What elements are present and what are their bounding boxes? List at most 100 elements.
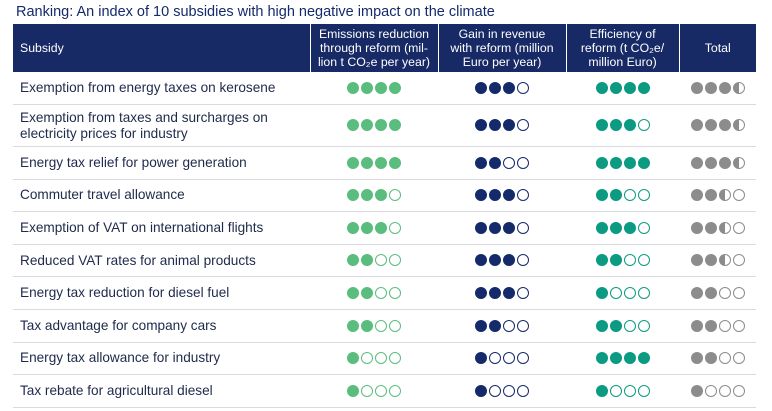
total-rating [690,287,745,300]
rating-dot-full [347,254,359,267]
rating-dot-full [389,156,401,169]
efficiency-rating-cell [566,309,679,343]
total-rating-cell [679,309,756,343]
header-emissions: Emissions reduction through reform (mil-… [309,24,438,72]
header-revenue-line: Euro per year) [462,55,542,69]
rating-dot-full [690,384,703,397]
rating-dot-empty [732,189,745,202]
rating-dot-full [475,189,487,202]
efficiency-rating-cell [566,211,679,245]
rating-dot-full [347,384,359,397]
rating-dot-half [718,254,731,267]
rating-dot-empty [389,352,401,365]
emissions-rating [347,81,401,94]
rating-dot-full [690,319,703,332]
rating-dot-full [704,156,717,169]
header-efficiency-line: million Euro) [588,55,657,69]
revenue-rating [475,287,529,300]
rating-dot-empty [517,119,529,132]
efficiency-rating-cell [566,276,679,311]
rating-dot-empty [732,254,745,267]
table-row: Tax rebate for agricultural diesel [13,374,756,408]
efficiency-rating-cell [566,374,679,408]
rating-dot-empty [375,287,387,300]
header-subsidy: Subsidy [13,24,310,72]
rating-dot-full [623,81,636,94]
efficiency-rating-cell [566,146,679,180]
emissions-rating [347,119,401,132]
rating-dot-empty [503,156,515,169]
rating-dot-full [375,156,387,169]
rating-dot-half [718,221,731,234]
rating-dot-empty [389,221,401,234]
emissions-rating-cell [310,146,438,180]
header-efficiency: Efficiency of reform (t CO₂e/ million Eu… [565,24,679,72]
rating-dot-full [361,119,373,132]
rating-dot-full [347,287,359,300]
rating-dot-empty [361,384,373,397]
total-rating [690,189,745,202]
header-efficiency-line: Efficiency of [589,27,656,41]
rating-dot-full [503,254,515,267]
rating-dot-empty [732,384,745,397]
rating-dot-full [361,189,373,202]
rating-dot-full [347,81,359,94]
rating-dot-full [475,319,487,332]
rating-dot-empty [623,319,636,332]
rating-dot-empty [623,384,636,397]
rating-dot-empty [389,287,401,300]
rating-dot-full [347,156,359,169]
rating-dot-empty [732,287,745,300]
total-rating-cell [679,146,756,180]
rating-dot-full [375,221,387,234]
rating-dot-full [609,221,622,234]
total-rating [690,119,745,132]
rating-dot-full [347,119,359,132]
header-emissions-line: lion t CO₂e per year) [317,55,431,69]
revenue-rating [475,119,529,132]
efficiency-rating [595,287,650,300]
rating-dot-empty [375,319,387,332]
rating-dot-full [690,189,703,202]
rating-dot-empty [623,189,636,202]
revenue-rating-cell [438,374,566,408]
revenue-rating [475,319,529,332]
efficiency-rating [595,384,650,397]
emissions-rating-cell [310,179,438,213]
header-total: Total [678,24,756,72]
total-rating-cell [679,104,756,148]
rating-dot-empty [517,156,529,169]
total-rating-cell [679,211,756,245]
rating-dot-full [389,119,401,132]
revenue-rating-cell [438,146,566,180]
subsidy-name: Exemption from taxes and surcharges on el… [13,104,310,148]
rating-dot-full [503,189,515,202]
rating-dot-full [361,221,373,234]
emissions-rating-cell [310,374,438,408]
rating-dot-full [704,352,717,365]
rating-dot-full [489,156,501,169]
rating-dot-full [489,189,501,202]
rating-dot-full [475,352,487,365]
rating-dot-full [595,287,608,300]
rating-dot-empty [637,189,650,202]
subsidy-name-line: electricity prices for industry [20,125,188,141]
rating-dot-empty [637,319,650,332]
rating-dot-full [347,319,359,332]
rating-dot-full [718,156,731,169]
rating-dot-full [637,352,650,365]
rating-dot-empty [375,352,387,365]
rating-dot-full [475,287,487,300]
total-rating [690,81,745,94]
emissions-rating [347,352,401,365]
total-rating [690,156,745,169]
rating-dot-empty [732,319,745,332]
table-row: Energy tax reduction for diesel fuel [13,276,756,311]
emissions-rating-cell [310,104,438,148]
rating-dot-empty [609,287,622,300]
emissions-rating [347,254,401,267]
rating-dot-empty [517,221,529,234]
table-row: Exemption from energy taxes on kerosene [13,72,756,106]
total-rating [690,221,745,234]
revenue-rating-cell [438,276,566,311]
